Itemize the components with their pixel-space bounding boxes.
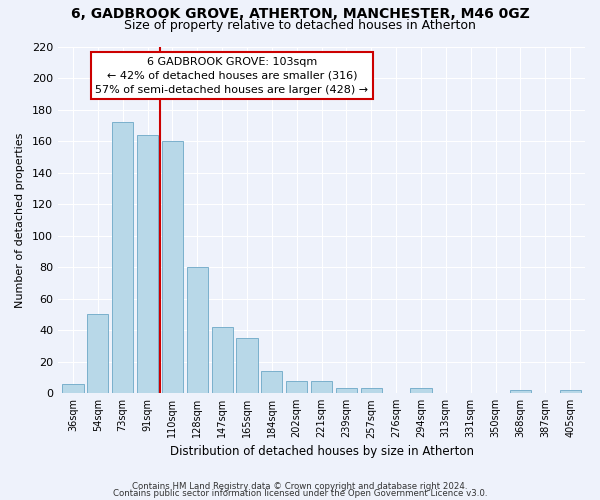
Bar [410,388,431,393]
Bar [311,380,332,393]
Bar [236,338,257,393]
Bar [87,314,109,393]
Bar [112,122,133,393]
Bar [336,388,357,393]
Bar [137,134,158,393]
Text: Size of property relative to detached houses in Atherton: Size of property relative to detached ho… [124,19,476,32]
Text: 6 GADBROOK GROVE: 103sqm
← 42% of detached houses are smaller (316)
57% of semi-: 6 GADBROOK GROVE: 103sqm ← 42% of detach… [95,57,368,95]
Text: Contains HM Land Registry data © Crown copyright and database right 2024.: Contains HM Land Registry data © Crown c… [132,482,468,491]
Bar [560,390,581,393]
Bar [162,141,183,393]
Bar [361,388,382,393]
Bar [187,267,208,393]
Y-axis label: Number of detached properties: Number of detached properties [15,132,25,308]
Bar [212,327,233,393]
Bar [62,384,83,393]
Bar [261,371,283,393]
Bar [286,380,307,393]
Text: Contains public sector information licensed under the Open Government Licence v3: Contains public sector information licen… [113,490,487,498]
Bar [510,390,531,393]
Text: 6, GADBROOK GROVE, ATHERTON, MANCHESTER, M46 0GZ: 6, GADBROOK GROVE, ATHERTON, MANCHESTER,… [71,8,529,22]
X-axis label: Distribution of detached houses by size in Atherton: Distribution of detached houses by size … [170,444,473,458]
